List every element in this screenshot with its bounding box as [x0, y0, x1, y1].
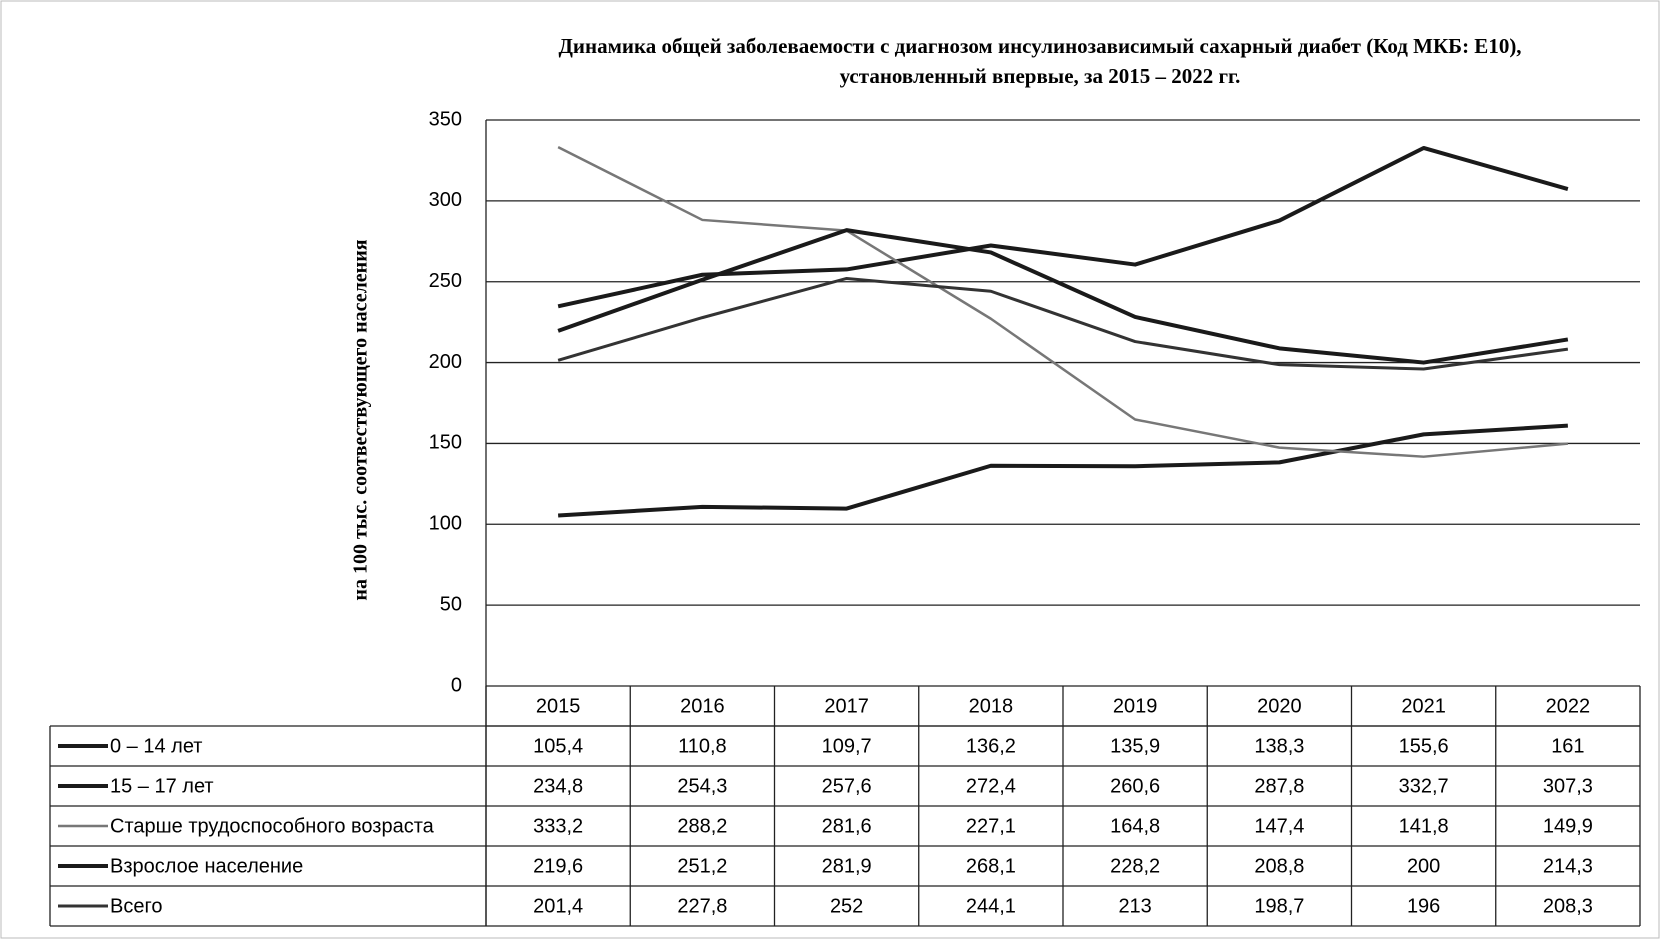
- x-tick-label: 2016: [680, 695, 725, 717]
- table-value: 208,3: [1543, 895, 1593, 917]
- series-line: [557, 145, 1569, 309]
- legend-label: Всего: [110, 895, 162, 917]
- table-value: 228,2: [1110, 855, 1160, 877]
- series-line: [557, 276, 1569, 371]
- x-tick-label: 2017: [824, 695, 869, 717]
- y-tick-label: 50: [440, 593, 462, 615]
- table-value: 198,7: [1254, 895, 1304, 917]
- table-value: 260,6: [1110, 775, 1160, 797]
- table-value: 254,3: [677, 775, 727, 797]
- y-tick-label: 350: [429, 108, 462, 130]
- legend-label: Старше трудоспособного возраста: [110, 815, 435, 837]
- table-value: 268,1: [966, 855, 1016, 877]
- table-value: 244,1: [966, 895, 1016, 917]
- y-tick-label: 200: [429, 351, 462, 373]
- y-tick-label: 250: [429, 270, 462, 292]
- table-value: 136,2: [966, 735, 1016, 757]
- table-value: 161: [1551, 735, 1584, 757]
- legend-label: Взрослое население: [110, 855, 303, 877]
- table-value: 105,4: [533, 735, 583, 757]
- table-value: 281,9: [822, 855, 872, 877]
- table-value: 149,9: [1543, 815, 1593, 837]
- y-tick-label: 150: [429, 432, 462, 454]
- series-line: [557, 146, 1568, 458]
- table-value: 208,8: [1254, 855, 1304, 877]
- chart-title: установленный впервые, за 2015 – 2022 гг…: [840, 64, 1241, 88]
- x-tick-label: 2020: [1257, 695, 1302, 717]
- table-value: 135,9: [1110, 735, 1160, 757]
- table-value: 201,4: [533, 895, 583, 917]
- x-tick-label: 2015: [536, 695, 581, 717]
- table-value: 227,1: [966, 815, 1016, 837]
- table-value: 251,2: [677, 855, 727, 877]
- table-value: 213: [1118, 895, 1151, 917]
- table-value: 138,3: [1254, 735, 1304, 757]
- table-value: 272,4: [966, 775, 1016, 797]
- x-tick-label: 2021: [1401, 695, 1446, 717]
- table-value: 141,8: [1399, 815, 1449, 837]
- y-tick-label: 0: [451, 674, 462, 696]
- series-line: [558, 423, 1569, 518]
- table-value: 257,6: [822, 775, 872, 797]
- table-value: 227,8: [677, 895, 727, 917]
- y-tick-label: 300: [429, 189, 462, 211]
- table-value: 234,8: [533, 775, 583, 797]
- table-value: 110,8: [678, 735, 727, 757]
- legend-label: 0 – 14 лет: [110, 735, 202, 757]
- table-value: 164,8: [1110, 815, 1160, 837]
- table-value: 287,8: [1254, 775, 1304, 797]
- table-value: 155,6: [1399, 735, 1449, 757]
- table-value: 281,6: [822, 815, 872, 837]
- table-value: 332,7: [1399, 775, 1449, 797]
- table-value: 288,2: [677, 815, 727, 837]
- x-tick-label: 2022: [1546, 695, 1591, 717]
- x-tick-label: 2019: [1113, 695, 1158, 717]
- y-tick-label: 100: [429, 513, 462, 535]
- series-line: [557, 228, 1569, 365]
- table-value: 109,7: [822, 735, 872, 757]
- table-value: 147,4: [1254, 815, 1304, 837]
- x-tick-label: 2018: [969, 695, 1014, 717]
- table-value: 200: [1407, 855, 1440, 877]
- table-value: 333,2: [533, 815, 583, 837]
- chart-title: Динамика общей заболеваемости с диагнозо…: [558, 34, 1521, 58]
- table-value: 196: [1407, 895, 1440, 917]
- table-value: 219,6: [533, 855, 583, 877]
- table-value: 252: [830, 895, 863, 917]
- table-value: 307,3: [1543, 775, 1593, 797]
- table-value: 214,3: [1543, 855, 1593, 877]
- y-axis-label: на 100 тыс. соотвествующего населения: [350, 239, 372, 600]
- legend-label: 15 – 17 лет: [110, 775, 214, 797]
